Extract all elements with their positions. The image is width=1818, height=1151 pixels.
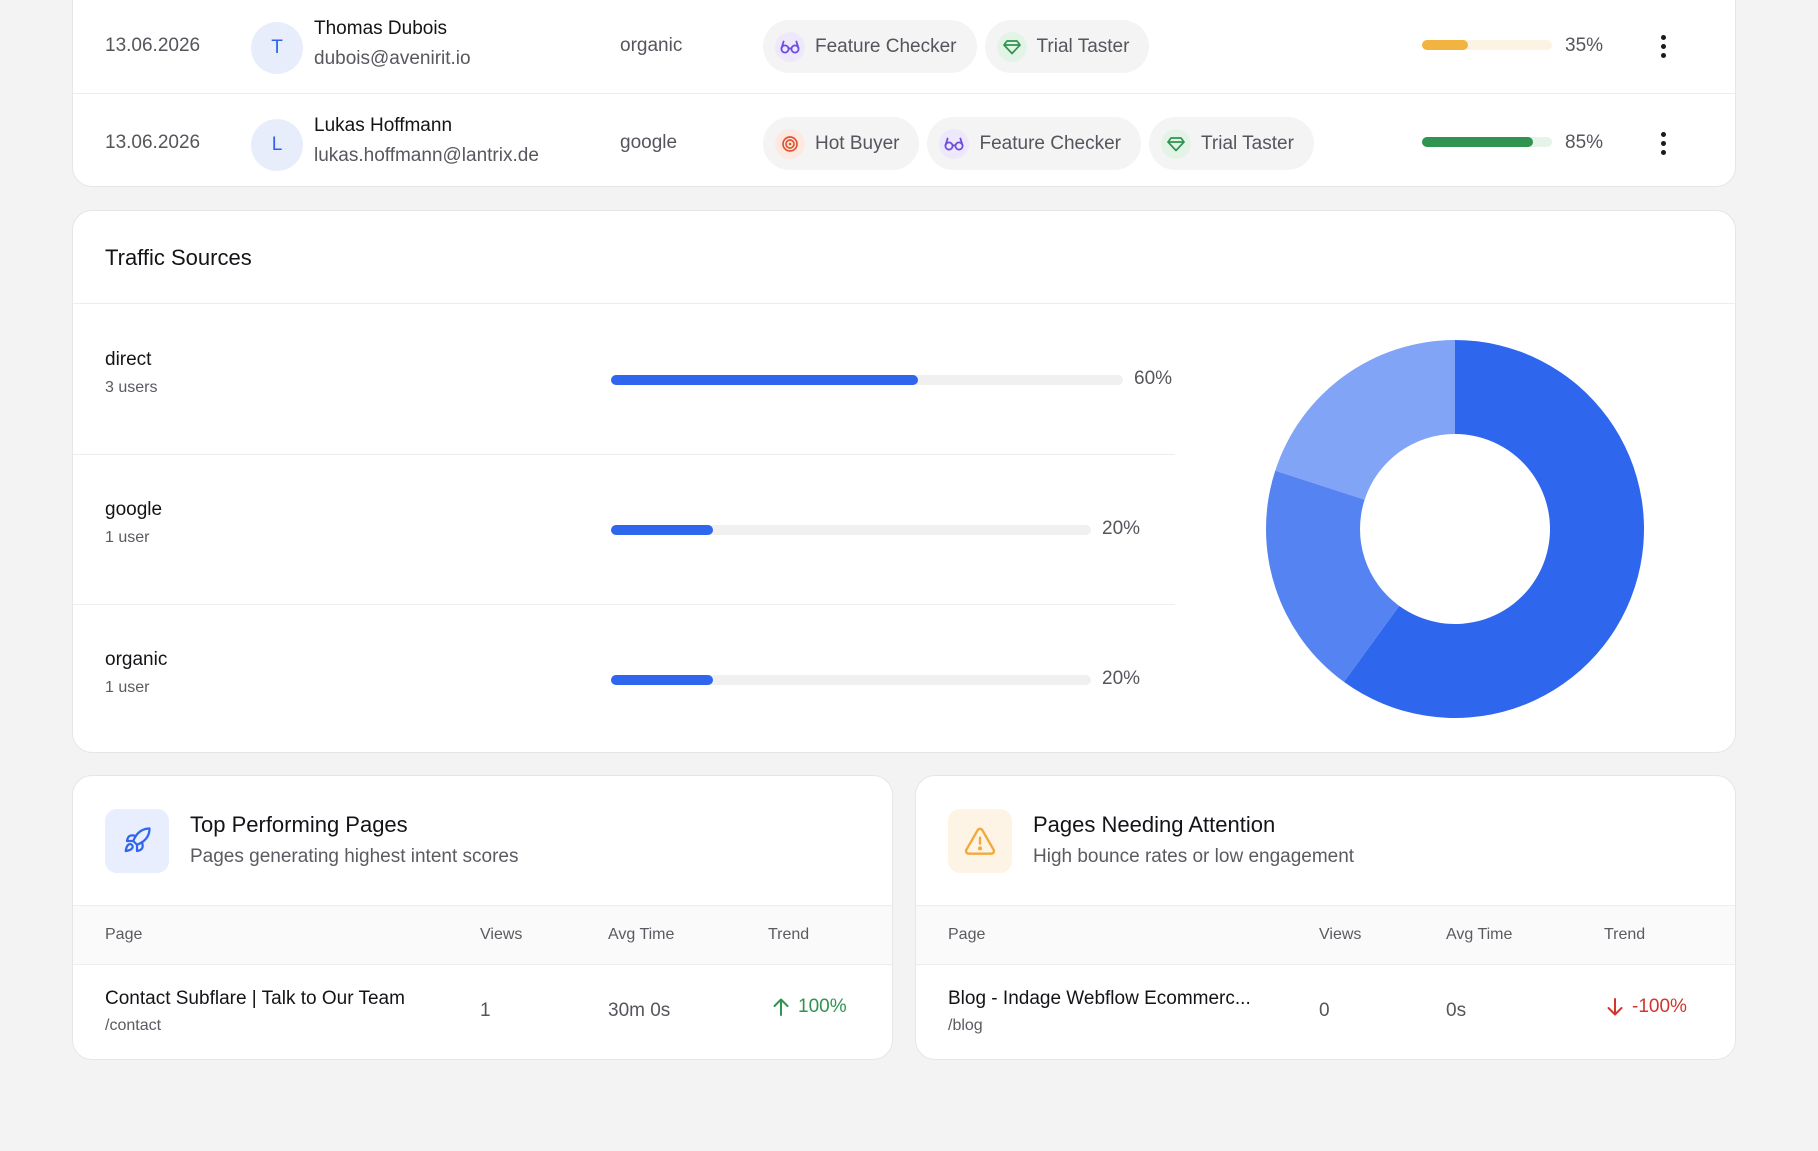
column-views[interactable]: Views bbox=[480, 926, 523, 943]
arrow-up-icon bbox=[773, 998, 789, 1016]
gem-icon bbox=[1161, 128, 1191, 159]
visitor-name: Thomas Dubois bbox=[314, 18, 448, 39]
row-actions-button[interactable] bbox=[1653, 31, 1673, 61]
traffic-sources-donut bbox=[1266, 340, 1644, 718]
trend-value: 100% bbox=[798, 996, 847, 1017]
column-avg-time[interactable]: Avg Time bbox=[1446, 926, 1513, 943]
page-title[interactable]: Contact Subflare | Talk to Our Team bbox=[105, 988, 405, 1009]
column-trend[interactable]: Trend bbox=[768, 926, 810, 943]
column-page[interactable]: Page bbox=[105, 926, 143, 943]
source-share-bar bbox=[611, 675, 1091, 685]
tag-hot-buyer: Hot Buyer bbox=[763, 117, 920, 170]
tag-label: Trial Taster bbox=[1036, 35, 1130, 57]
trend-value: -100% bbox=[1632, 996, 1687, 1017]
source-name: direct bbox=[105, 349, 152, 370]
tag-trial-taster: Trial Taster bbox=[984, 20, 1150, 73]
attention-pages-card: Pages Needing Attention High bounce rate… bbox=[915, 775, 1736, 1060]
avatar: L bbox=[251, 119, 303, 171]
column-views[interactable]: Views bbox=[1319, 926, 1362, 943]
visitor-tags: Hot Buyer Feature Checker Trial Taster bbox=[763, 117, 1314, 170]
page-views: 1 bbox=[480, 1000, 491, 1021]
source-row-organic: organic 1 user 20% bbox=[73, 605, 1175, 752]
table-header: Page Views Avg Time Trend bbox=[916, 905, 1735, 965]
page-avg-time: 30m 0s bbox=[608, 1000, 671, 1021]
top-pages-card: Top Performing Pages Pages generating hi… bbox=[72, 775, 893, 1060]
intent-score-value: 35% bbox=[1565, 35, 1604, 56]
visitor-name: Lukas Hoffmann bbox=[314, 115, 453, 136]
traffic-sources-title: Traffic Sources bbox=[73, 211, 1735, 304]
donut-slice-google[interactable] bbox=[1266, 470, 1400, 682]
page-title[interactable]: Blog - Indage Webflow Ecommerc... bbox=[948, 988, 1251, 1009]
table-row[interactable]: 13.06.2026 T Thomas Dubois dubois@avenir… bbox=[73, 0, 1735, 94]
source-share-bar bbox=[611, 525, 1091, 535]
card-title: Top Performing Pages bbox=[190, 812, 408, 837]
source-row-direct: direct 3 users 60% bbox=[73, 305, 1175, 455]
arrow-down-icon bbox=[1607, 998, 1623, 1016]
tag-label: Trial Taster bbox=[1201, 132, 1294, 154]
tag-feature-checker: Feature Checker bbox=[927, 117, 1141, 170]
visitors-table: 13.06.2026 T Thomas Dubois dubois@avenir… bbox=[72, 0, 1736, 187]
tag-label: Feature Checker bbox=[979, 132, 1121, 154]
column-page[interactable]: Page bbox=[948, 926, 986, 943]
column-trend[interactable]: Trend bbox=[1604, 926, 1646, 943]
source-users: 3 users bbox=[105, 379, 158, 396]
tag-feature-checker: Feature Checker bbox=[763, 20, 977, 73]
intent-score-bar bbox=[1422, 40, 1552, 50]
warning-icon bbox=[948, 809, 1012, 873]
card-subtitle: Pages generating highest intent scores bbox=[190, 846, 519, 867]
avatar: T bbox=[251, 22, 303, 74]
rocket-icon bbox=[105, 809, 169, 873]
tag-label: Hot Buyer bbox=[815, 132, 900, 154]
visitor-tags: Feature Checker Trial Taster bbox=[763, 20, 1150, 73]
page-trend: -100% bbox=[1606, 996, 1687, 1018]
source-share-value: 20% bbox=[1102, 518, 1141, 539]
visitor-email: lukas.hoffmann@lantrix.de bbox=[314, 145, 539, 166]
intent-score-value: 85% bbox=[1565, 132, 1604, 153]
page-trend: 100% bbox=[772, 996, 847, 1018]
visit-date: 13.06.2026 bbox=[105, 132, 201, 153]
page-avg-time: 0s bbox=[1446, 1000, 1467, 1021]
donut-slice-direct[interactable] bbox=[1343, 340, 1644, 718]
glasses-icon bbox=[939, 128, 970, 159]
source-users: 1 user bbox=[105, 679, 150, 696]
visit-date: 13.06.2026 bbox=[105, 35, 201, 56]
source-row-google: google 1 user 20% bbox=[73, 455, 1175, 605]
source-share-value: 60% bbox=[1134, 368, 1173, 389]
source-name: organic bbox=[105, 649, 168, 670]
glasses-icon bbox=[775, 31, 805, 62]
donut-slice-organic[interactable] bbox=[1275, 340, 1455, 500]
card-subtitle: High bounce rates or low engagement bbox=[1033, 846, 1355, 867]
source-share-bar bbox=[611, 375, 1123, 385]
tag-label: Feature Checker bbox=[815, 35, 957, 57]
more-vertical-icon bbox=[1660, 34, 1666, 40]
source-name: google bbox=[105, 499, 163, 520]
table-row[interactable]: 13.06.2026 L Lukas Hoffmann lukas.hoffma… bbox=[73, 94, 1735, 186]
card-title: Pages Needing Attention bbox=[1033, 812, 1276, 837]
intent-score-bar bbox=[1422, 137, 1552, 147]
visitor-email: dubois@avenirit.io bbox=[314, 48, 471, 69]
table-header: Page Views Avg Time Trend bbox=[73, 905, 892, 965]
visitor-source: google bbox=[620, 132, 678, 153]
source-share-value: 20% bbox=[1102, 668, 1141, 689]
source-users: 1 user bbox=[105, 529, 150, 546]
page-url: /contact bbox=[105, 1017, 162, 1034]
traffic-sources-card: Traffic Sources direct 3 users 60% googl… bbox=[72, 210, 1736, 753]
target-icon bbox=[775, 128, 805, 159]
page-views: 0 bbox=[1319, 1000, 1330, 1021]
tag-trial-taster: Trial Taster bbox=[1149, 117, 1314, 170]
page-url: /blog bbox=[948, 1017, 983, 1034]
visitor-source: organic bbox=[620, 35, 683, 56]
more-vertical-icon bbox=[1660, 131, 1666, 137]
column-avg-time[interactable]: Avg Time bbox=[608, 926, 675, 943]
gem-icon bbox=[996, 31, 1027, 62]
row-actions-button[interactable] bbox=[1653, 128, 1673, 158]
